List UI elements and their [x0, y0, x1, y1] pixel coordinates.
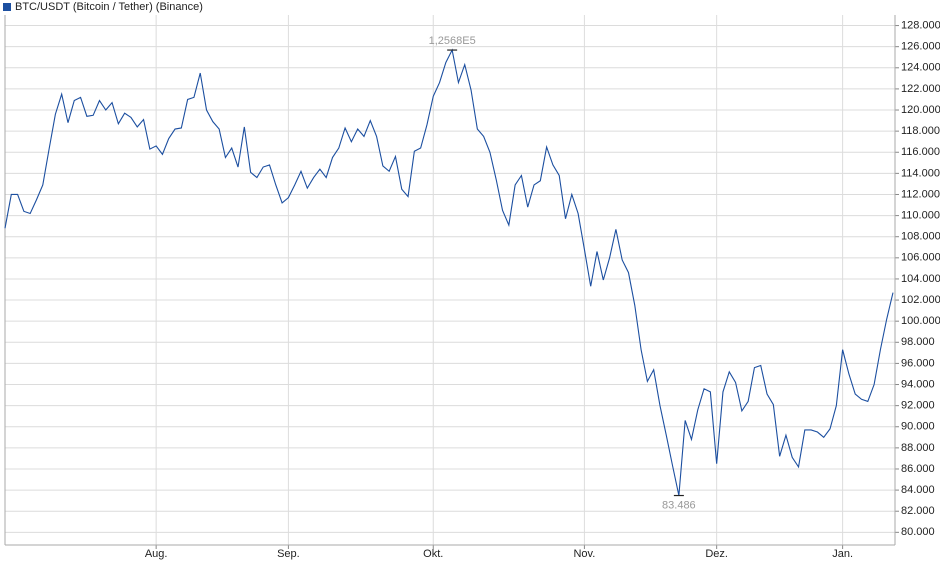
price-line	[4, 48, 894, 496]
legend-label: BTC/USDT (Bitcoin / Tether) (Binance)	[15, 1, 203, 13]
y-tick-label: 104.000	[901, 273, 940, 285]
y-tick-label: 92.000	[901, 400, 935, 412]
y-tick-label: 88.000	[901, 442, 935, 454]
x-tick-label: Okt.	[423, 548, 443, 560]
legend-swatch	[3, 3, 11, 11]
y-tick-label: 128.000	[901, 19, 940, 31]
y-tick-label: 116.000	[901, 146, 940, 158]
y-tick-label: 80.000	[901, 526, 935, 538]
y-tick-label: 108.000	[901, 231, 940, 243]
y-tick-label: 120.000	[901, 104, 940, 116]
y-tick-label: 94.000	[901, 378, 935, 390]
y-tick-label: 110.000	[901, 210, 940, 222]
y-tick-label: 122.000	[901, 83, 940, 95]
x-tick-label: Sep.	[277, 548, 300, 560]
x-tick-label: Aug.	[145, 548, 168, 560]
y-tick-label: 86.000	[901, 463, 935, 475]
y-tick-label: 126.000	[901, 41, 940, 53]
y-tick-label: 114.000	[901, 167, 940, 179]
x-tick-label: Dez.	[705, 548, 728, 560]
value-label: 83.486	[662, 499, 696, 511]
y-tick-label: 124.000	[901, 62, 940, 74]
value-label: 1,2568E5	[429, 35, 476, 47]
y-tick-label: 100.000	[901, 315, 940, 327]
x-tick-label: Jan.	[832, 548, 853, 560]
x-tick-label: Nov.	[573, 548, 595, 560]
y-tick-label: 118.000	[901, 125, 940, 137]
y-tick-label: 82.000	[901, 505, 935, 517]
y-tick-label: 102.000	[901, 294, 940, 306]
y-tick-label: 90.000	[901, 421, 935, 433]
y-tick-label: 96.000	[901, 357, 935, 369]
y-tick-label: 98.000	[901, 336, 935, 348]
y-tick-label: 84.000	[901, 484, 935, 496]
y-tick-label: 112.000	[901, 188, 940, 200]
y-tick-label: 106.000	[901, 252, 940, 264]
